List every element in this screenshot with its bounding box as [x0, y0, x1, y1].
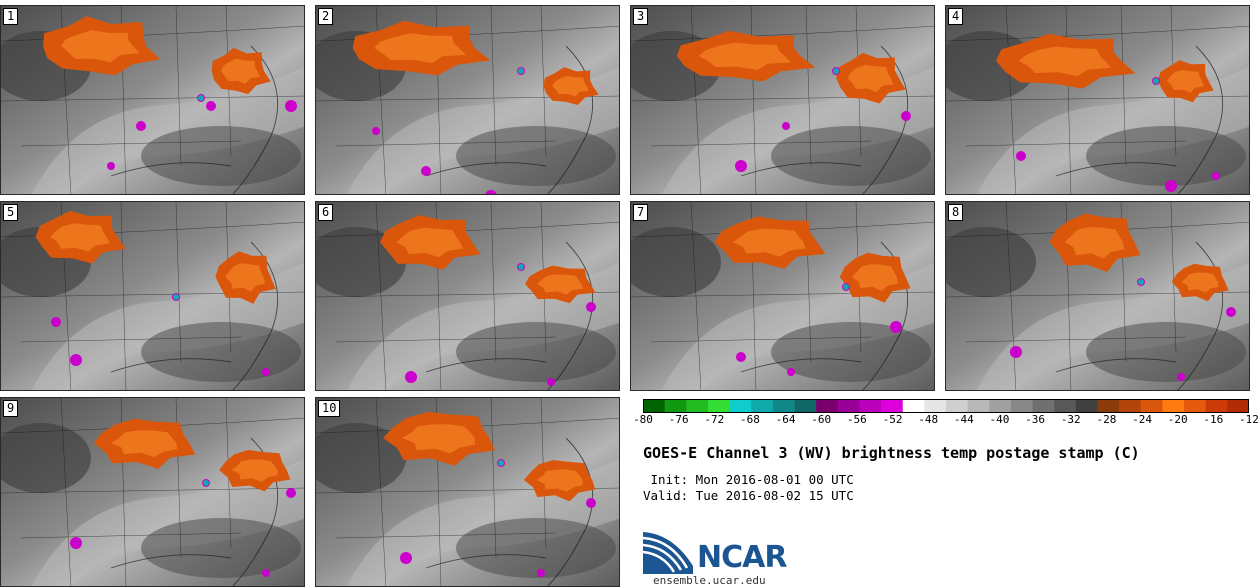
panel-label: 10	[318, 400, 341, 417]
colorbar-swatch	[924, 399, 947, 413]
colorbar-swatch	[837, 399, 860, 413]
panel-label: 4	[948, 8, 964, 25]
colorbar-swatch	[1075, 399, 1098, 413]
colorbar	[643, 399, 1249, 413]
colorbar-swatch	[794, 399, 817, 413]
colorbar-swatch	[729, 399, 752, 413]
colorbar-tick-label: -12	[1239, 413, 1259, 426]
chart-title: GOES-E Channel 3 (WV) brightness temp po…	[643, 444, 1140, 462]
colorbar-tick-label: -60	[811, 413, 832, 426]
colorbar-swatch	[643, 399, 666, 413]
colorbar-tick-label: -40	[989, 413, 1010, 426]
colorbar-tick-label: -44	[953, 413, 974, 426]
panel-label: 6	[318, 204, 334, 221]
forecast-panel: 10	[315, 397, 620, 587]
colorbar-swatch	[902, 399, 925, 413]
forecast-panel: 7	[630, 201, 935, 391]
ncar-logo-text: NCAR	[697, 540, 787, 575]
colorbar-swatch	[1227, 399, 1249, 413]
colorbar-swatch	[1097, 399, 1120, 413]
colorbar-tick-label: -56	[846, 413, 867, 426]
website-url: ensemble.ucar.edu	[653, 574, 766, 587]
colorbar-swatch	[1184, 399, 1207, 413]
colorbar-swatch	[881, 399, 904, 413]
colorbar-tick-label: -52	[882, 413, 903, 426]
forecast-panel: 4	[945, 5, 1250, 195]
colorbar-swatch	[989, 399, 1012, 413]
colorbar-swatch	[946, 399, 969, 413]
panel-label: 8	[948, 204, 964, 221]
panel-label: 3	[633, 8, 649, 25]
ncar-logo-icon	[643, 532, 693, 574]
colorbar-tick-label: -32	[1060, 413, 1081, 426]
colorbar-swatch	[1010, 399, 1034, 413]
panel-label: 1	[3, 8, 19, 25]
colorbar-swatch	[772, 399, 795, 413]
colorbar-tick-label: -68	[740, 413, 760, 426]
colorbar-tick-label: -48	[918, 413, 939, 426]
colorbar-tick-label: -16	[1203, 413, 1224, 426]
colorbar-swatch	[1054, 399, 1077, 413]
colorbar-swatch	[1032, 399, 1055, 413]
colorbar-swatch	[859, 399, 882, 413]
forecast-panel: 2	[315, 5, 620, 195]
panel-label: 2	[318, 8, 334, 25]
colorbar-swatch	[1162, 399, 1185, 413]
colorbar-swatch	[707, 399, 731, 413]
forecast-panel: 5	[0, 201, 305, 391]
forecast-panel: 3	[630, 5, 935, 195]
forecast-panel: 1	[0, 5, 305, 195]
colorbar-swatch	[816, 399, 839, 413]
init-time: Init: Mon 2016-08-01 00 UTC	[643, 472, 854, 487]
valid-time: Valid: Tue 2016-08-02 15 UTC	[643, 488, 854, 503]
colorbar-tick-label: -80	[633, 413, 653, 426]
colorbar-tick-label: -36	[1025, 413, 1046, 426]
colorbar-tick-label: -24	[1132, 413, 1152, 426]
colorbar-swatch	[1140, 399, 1163, 413]
colorbar-swatch	[967, 399, 990, 413]
panel-label: 7	[633, 204, 649, 221]
forecast-panel: 6	[315, 201, 620, 391]
colorbar-tick-label: -64	[775, 413, 796, 426]
forecast-panel: 8	[945, 201, 1250, 391]
colorbar-swatch	[1205, 399, 1228, 413]
colorbar-swatch	[664, 399, 687, 413]
colorbar-tick-label: -20	[1167, 413, 1188, 426]
colorbar-tick-label: -76	[668, 413, 689, 426]
colorbar-swatch	[751, 399, 774, 413]
panel-label: 9	[3, 400, 19, 417]
colorbar-tick-label: -28	[1096, 413, 1117, 426]
forecast-panel: 9	[0, 397, 305, 587]
colorbar-swatch	[686, 399, 709, 413]
panel-label: 5	[3, 204, 19, 221]
colorbar-tick-label: -72	[704, 413, 725, 426]
colorbar-swatch	[1119, 399, 1142, 413]
